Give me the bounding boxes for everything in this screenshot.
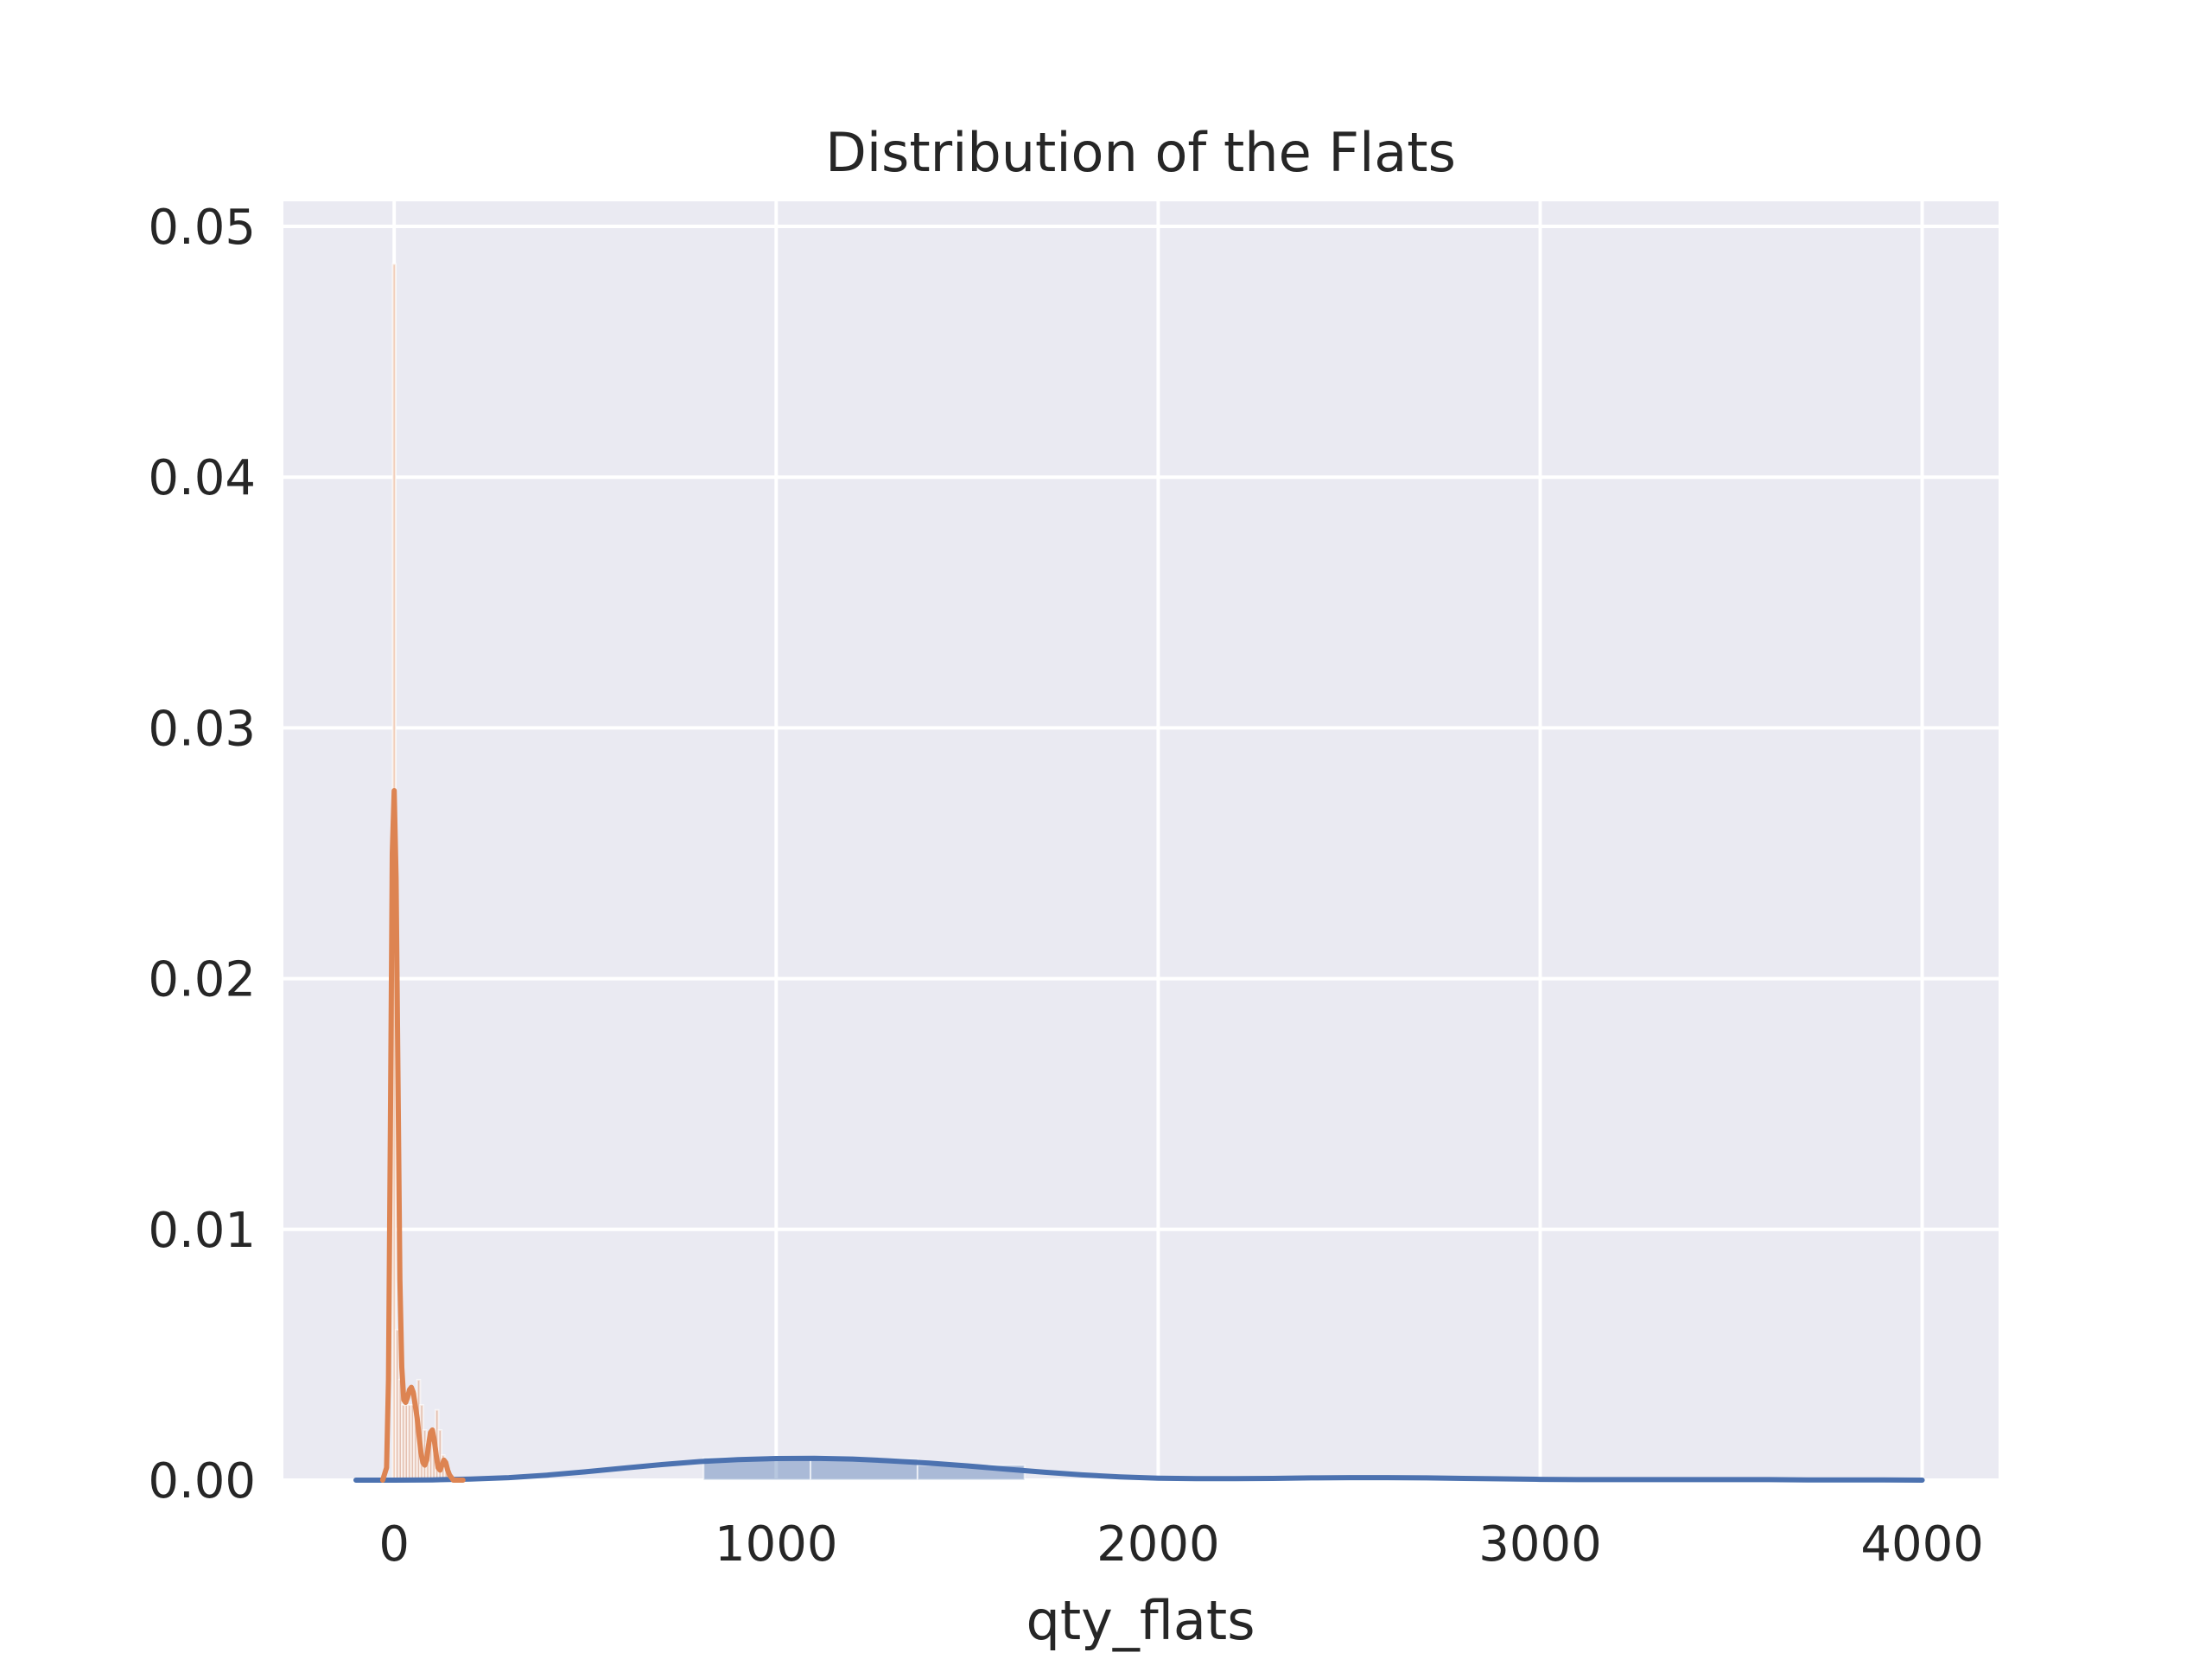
y-tick-label: 0.05 — [148, 200, 256, 256]
x-tick-label: 3000 — [1478, 1516, 1602, 1573]
kde-curves — [353, 788, 1925, 1483]
kde-curve — [379, 788, 466, 1483]
kde-curve — [353, 1455, 1925, 1483]
x-tick-label: 4000 — [1860, 1516, 1984, 1573]
x-tick-label: 1000 — [715, 1516, 838, 1573]
y-tick-labels: 0.00 0.01 0.02 0.03 0.04 0.05 — [148, 200, 256, 1510]
y-tick-label: 0.00 — [148, 1453, 256, 1510]
y-tick-label: 0.01 — [148, 1203, 256, 1259]
x-axis-label: qty_flats — [1026, 1589, 1255, 1652]
x-tick-label: 0 — [378, 1516, 410, 1573]
y-tick-label: 0.03 — [148, 701, 256, 757]
chart-title: Distribution of the Flats — [825, 121, 1456, 184]
x-tick-label: 2000 — [1096, 1516, 1220, 1573]
x-tick-labels: 0 1000 2000 3000 4000 — [378, 1516, 1983, 1573]
plot-background — [283, 201, 1999, 1480]
y-tick-label: 0.02 — [148, 952, 256, 1008]
y-tick-label: 0.04 — [148, 450, 256, 506]
